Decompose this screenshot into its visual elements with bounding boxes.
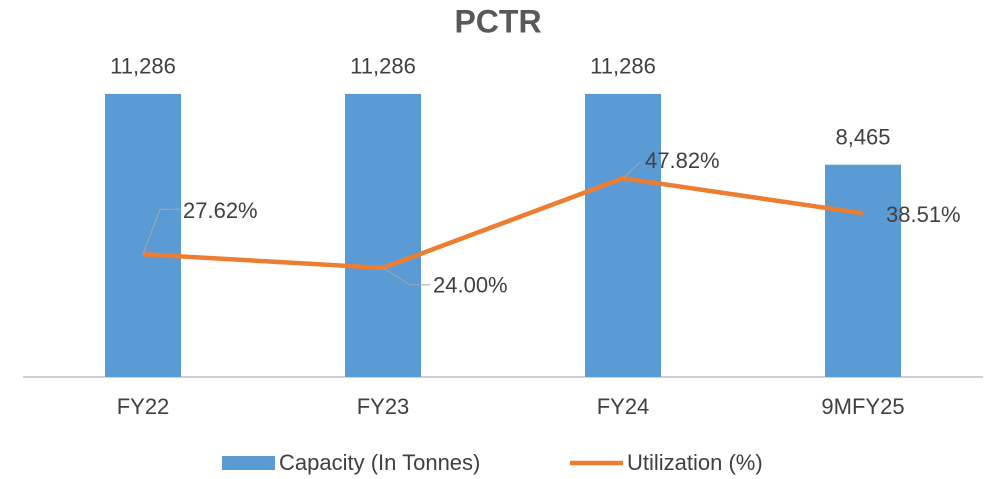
- legend-label: Capacity (In Tonnes): [279, 450, 480, 475]
- chart-title: PCTR: [454, 3, 541, 39]
- bar-value-label: 11,286: [590, 54, 656, 79]
- x-tick-label: FY23: [357, 394, 410, 419]
- bar-value-label: 8,465: [835, 124, 890, 149]
- line-value-label: 24.00%: [433, 273, 508, 298]
- bar: [585, 93, 661, 378]
- bar: [105, 93, 181, 378]
- line-value-label: 27.62%: [183, 198, 258, 223]
- bar-value-label: 11,286: [110, 54, 176, 79]
- x-tick-label: FY22: [117, 394, 170, 419]
- x-tick-label: FY24: [597, 394, 650, 419]
- legend-swatch: [222, 456, 275, 470]
- leader-line: [382, 267, 430, 286]
- x-tick-label: 9MFY25: [821, 394, 904, 419]
- bar-value-label: 11,286: [350, 54, 416, 79]
- bar: [345, 93, 421, 378]
- leader-line: [142, 208, 180, 255]
- line-value-label: 38.51%: [886, 202, 961, 227]
- bar: [825, 164, 901, 377]
- line: [142, 176, 864, 271]
- legend-label: Utilization (%): [627, 450, 763, 475]
- leader-line: [622, 161, 641, 179]
- line-value-label: 47.82%: [645, 148, 720, 173]
